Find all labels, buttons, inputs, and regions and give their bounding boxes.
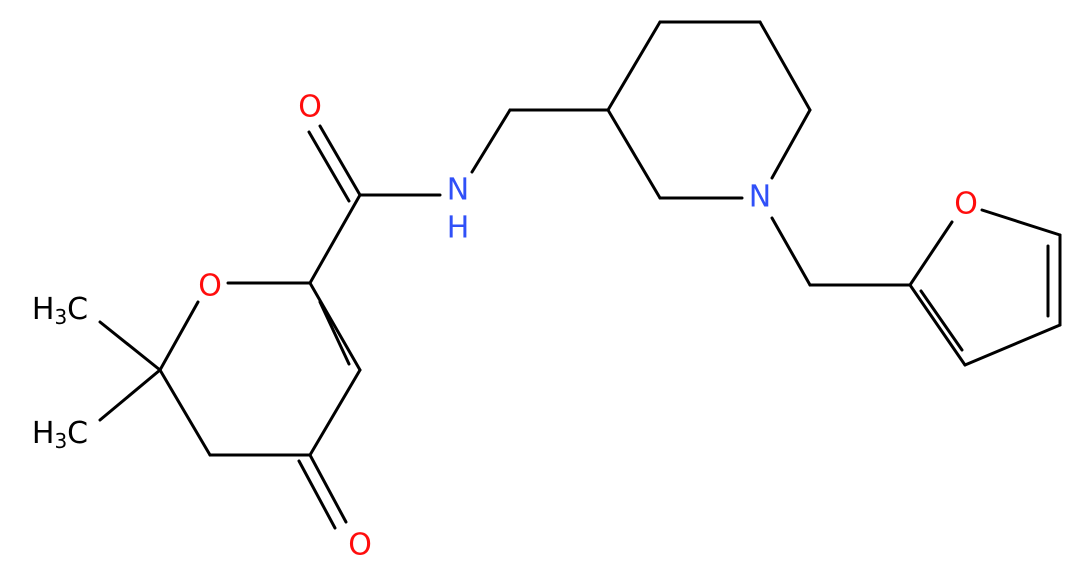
atom-label: O <box>298 90 322 125</box>
atom-label: O <box>198 269 222 304</box>
atom-label: O <box>954 187 978 222</box>
bonds <box>98 20 1062 530</box>
methyl-label: H3C <box>32 292 88 329</box>
atom-label: N <box>447 173 469 208</box>
atom-label: O <box>348 528 372 563</box>
methyl-h: H <box>32 292 55 327</box>
methyl-c: C <box>67 416 88 451</box>
methyl-count: 3 <box>54 429 67 453</box>
atom-labels: O O O N H N O H3C H3C <box>32 90 978 563</box>
methyl-c: C <box>67 292 88 327</box>
methyl-count: 3 <box>54 305 67 329</box>
methyl-h: H <box>32 416 55 451</box>
atom-label: H <box>447 211 470 246</box>
methyl-label: H3C <box>32 416 88 453</box>
atom-label: N <box>749 180 771 215</box>
